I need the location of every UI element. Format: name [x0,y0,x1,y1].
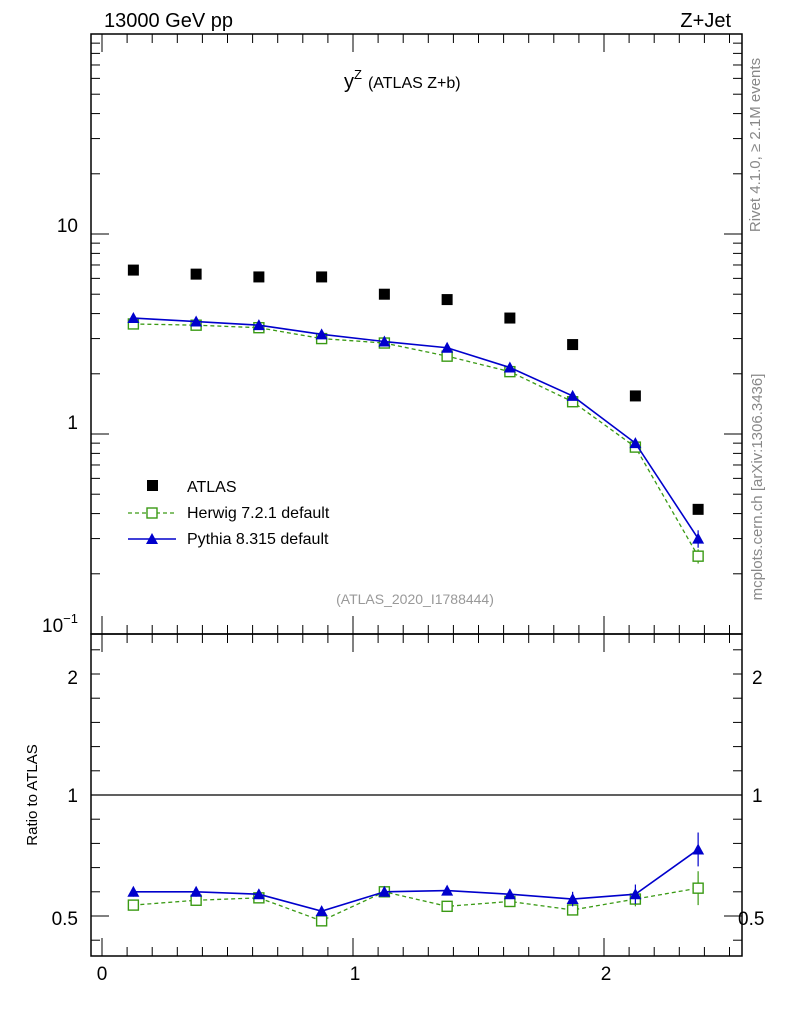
main-point-pythia [566,389,579,401]
main-point-atlas [378,288,390,300]
main-point-pythia [127,312,140,324]
ratio-y-axis-label: Ratio to ATLAS [24,744,41,845]
legend-marker-atlas [147,480,158,491]
main-point-atlas [567,339,579,351]
ratio-panel-marks [127,832,705,927]
header-right-label: Z+Jet [680,10,731,32]
ratio-line-herwig [133,887,699,922]
legend-label-pythia: Pythia 8.315 default [187,531,329,548]
axis-ticks [91,34,742,956]
main-point-pythia [629,437,642,449]
main-point-pythia [503,361,516,373]
ratio-point-herwig [441,900,453,913]
ratio-y-tick-label-1: 1 [67,786,78,807]
analysis-id: (ATLAS_2020_I1788444) [336,591,494,607]
main-panel-marks [127,264,705,564]
ratio-point-herwig [692,882,704,894]
main-point-atlas [190,268,202,280]
plot-title-superscript: Z [354,67,362,82]
ratio-point-pythia [566,893,579,905]
main-point-pythia [692,532,705,544]
ratio-point-pythia [629,888,642,900]
main-point-pythia [441,341,454,353]
ratio-y-tick-label-right-2: 2 [752,668,763,689]
ratio-point-pythia [441,884,454,896]
x-tick-label-2: 2 [601,964,612,985]
legend-marker-pythia [146,533,158,544]
main-point-atlas [441,294,453,306]
ratio-point-pythia [190,885,203,897]
ratio-y-tick-label-right-0.5: 0.5 [738,909,764,930]
main-point-pythia [252,319,265,331]
ratio-point-pythia [378,885,391,897]
x-tick-label-0: 0 [97,964,108,985]
legend-label-atlas: ATLAS [187,479,237,496]
main-point-pythia [190,315,203,327]
ratio-point-herwig [566,904,579,916]
main-point-herwig [692,550,704,562]
main-line-herwig [133,323,699,557]
main-point-pythia [315,328,328,340]
plot-title-rest: (ATLAS Z+b) [368,75,461,92]
ratio-point-pythia [315,905,328,917]
main-point-atlas [316,271,328,283]
plot-title: yZ (ATLAS Z+b) [344,67,461,93]
plot-title-main: y [344,71,354,93]
legend-marker-herwig [146,507,158,519]
ratio-line-pythia [133,848,699,912]
y-tick-label-1: 1 [67,413,78,434]
y-tick-label-10: 10 [57,216,78,237]
main-point-pythia [378,335,391,347]
ratio-y-tick-label-0.5: 0.5 [52,909,78,930]
main-point-atlas [253,271,265,283]
ratio-point-pythia [127,885,140,897]
legend: ATLAS Herwig 7.2.1 default Pythia 8.315 … [128,479,330,548]
ratio-point-herwig [127,899,140,911]
ratio-y-tick-label-right-1: 1 [752,786,763,807]
ratio-point-herwig [315,915,328,927]
main-point-atlas [629,390,641,402]
mcplots-label: mcplots.cern.ch [arXiv:1306.3436] [749,374,766,601]
y-tick-label-0.1: 10−1 [42,611,78,637]
ratio-point-pythia [692,843,705,855]
ratio-y-tick-label-2: 2 [67,668,78,689]
main-point-atlas [127,264,139,276]
main-point-atlas [504,312,516,324]
main-point-atlas [692,503,704,515]
main-line-pythia [133,317,699,540]
legend-label-herwig: Herwig 7.2.1 default [187,505,330,522]
ratio-point-pythia [252,888,265,900]
ratio-point-pythia [503,888,516,900]
x-tick-label-1: 1 [350,964,361,985]
rivet-version-label: Rivet 4.1.0, ≥ 2.1M events [747,58,764,232]
header-left-label: 13000 GeV pp [104,10,233,32]
